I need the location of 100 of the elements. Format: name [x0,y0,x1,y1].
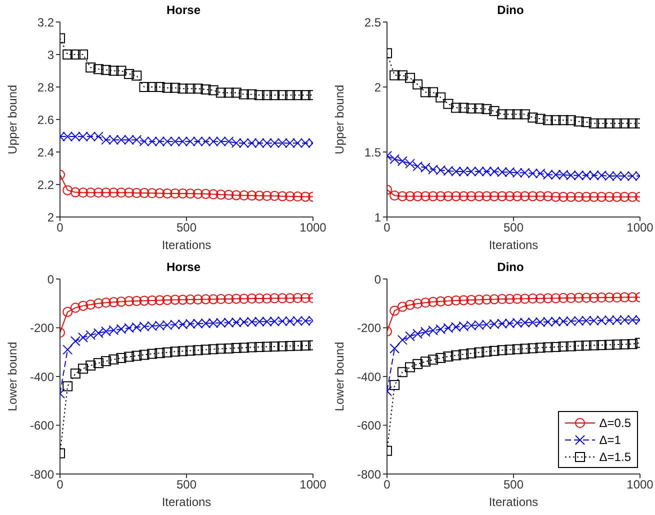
point [93,64,104,74]
point [535,294,546,304]
y-tick-label: 0 [47,272,54,286]
point [162,347,172,358]
point [497,345,508,356]
point [192,84,203,94]
point [512,344,522,354]
point [458,102,469,113]
point [70,187,80,198]
point [620,339,630,350]
point [124,296,134,306]
point [116,296,126,307]
point [428,87,438,98]
y-axis-title: Lower bound [5,342,20,412]
point [542,342,553,352]
x-tick-label: 500 [176,220,197,235]
point [78,300,88,311]
point [284,191,295,202]
point [154,82,165,92]
point [238,190,249,200]
legend-label: Δ=1.5 [599,450,631,464]
y-tick-label: -400 [30,370,54,384]
point [581,292,592,303]
point [292,293,303,304]
y-tick-label: 0 [374,272,382,286]
point [482,191,492,202]
point [420,87,430,98]
point [405,300,416,310]
point [581,117,592,128]
point [458,295,469,306]
point [504,344,515,355]
x-axis-title: Iterations [488,238,538,252]
point [566,192,576,202]
point [101,64,112,75]
point [596,340,607,350]
chart-title: Horse [166,260,201,274]
point [254,342,264,352]
point [443,352,454,362]
point [170,188,180,198]
point [238,294,249,304]
point [284,90,295,100]
point [238,342,249,353]
point [466,103,476,114]
point [101,298,112,308]
point [277,341,288,352]
point [604,340,614,350]
point [178,188,188,198]
point [224,294,234,304]
point [405,72,416,83]
point [86,360,96,371]
point [504,191,515,202]
point [489,294,500,304]
point [116,352,126,363]
x-tick-label: 0 [384,478,391,492]
point [412,359,423,370]
point [208,85,218,96]
point [588,118,599,128]
point [224,343,234,354]
point [558,115,568,126]
point [139,188,150,198]
point [528,294,538,304]
point [246,89,257,100]
point [300,340,310,351]
point [216,190,226,200]
point [604,192,614,202]
point [535,191,546,202]
chart-title: Dino [497,3,524,17]
point [474,191,484,202]
point [436,296,446,306]
point [101,356,112,366]
point [216,294,226,304]
x-axis-title: Iterations [162,495,212,509]
point [566,341,576,352]
point [246,342,257,352]
point [397,367,408,378]
point [254,190,264,201]
point [132,70,142,81]
point [512,109,522,120]
y-tick-label: -800 [356,467,382,482]
y-tick-label: 2.6 [37,112,54,127]
point [147,348,158,359]
point [78,50,88,60]
point [277,191,288,202]
point [162,294,172,305]
y-axis-title: Upper bound [5,84,20,154]
point [185,294,196,304]
x-tick-label: 0 [384,220,391,235]
point [192,294,203,304]
point [139,350,150,360]
point [300,192,310,202]
point [612,118,622,128]
point [550,115,561,126]
point [147,295,158,306]
point [397,191,408,202]
point [270,293,280,304]
point [451,350,462,360]
point [70,50,80,60]
point [270,342,280,352]
point [474,347,484,358]
point [528,112,538,123]
